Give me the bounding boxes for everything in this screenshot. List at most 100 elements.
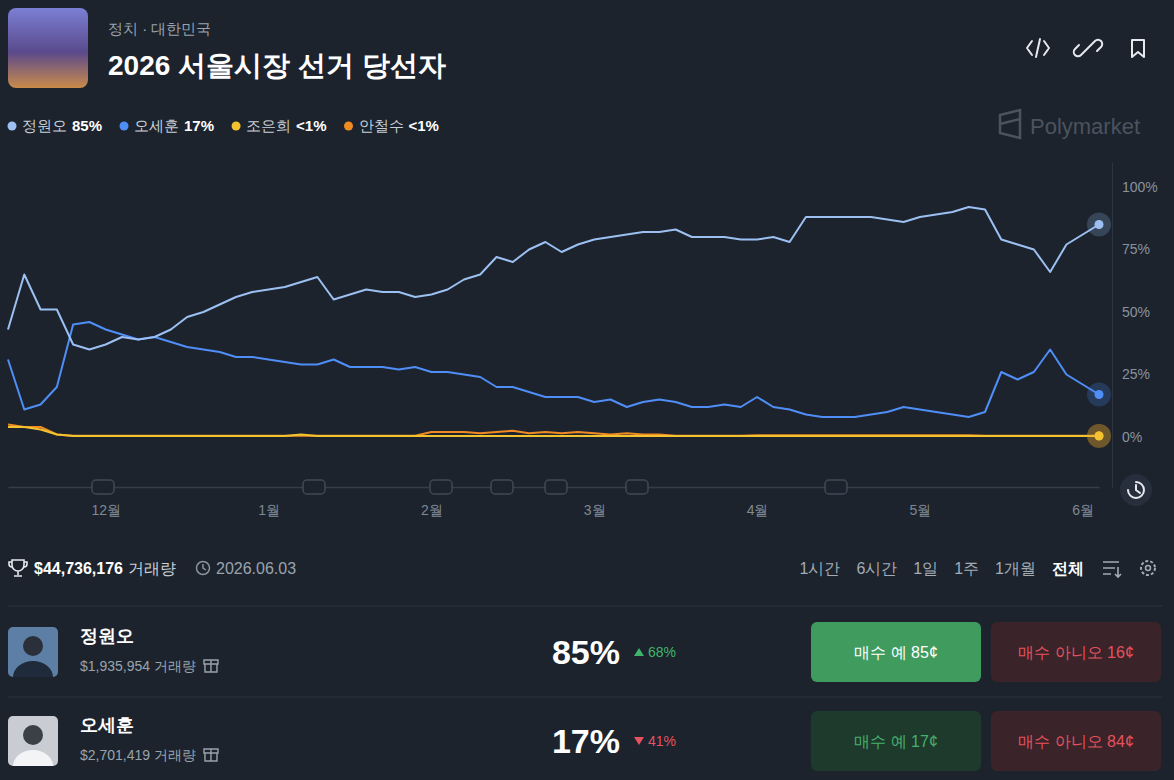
- event-marker[interactable]: [92, 480, 114, 494]
- y-tick-label: 50%: [1122, 304, 1150, 320]
- x-tick-label: 1월: [258, 502, 280, 518]
- buy-yes-label[interactable]: 매수 예 17¢: [854, 733, 938, 750]
- range-option[interactable]: 전체: [1052, 560, 1084, 577]
- volume-word: 거래량: [128, 560, 176, 577]
- breadcrumb: 정치 · 대한민국: [108, 20, 211, 37]
- page: 정치 · 대한민국2026 서울시장 선거 당선자Polymarket정원오85…: [0, 0, 1174, 780]
- x-tick-label: 6월: [1072, 502, 1094, 518]
- end-dot: [1095, 390, 1104, 399]
- bookmark-icon[interactable]: [1132, 40, 1144, 57]
- thumbnail: [8, 8, 88, 88]
- range-option[interactable]: 1주: [954, 560, 979, 577]
- event-marker[interactable]: [626, 480, 648, 494]
- y-tick-label: 100%: [1122, 179, 1158, 195]
- series-line: [8, 207, 1099, 350]
- buy-yes-button[interactable]: [811, 711, 981, 771]
- sort-icon[interactable]: [1103, 562, 1121, 577]
- end-halo: [1087, 383, 1111, 407]
- end-dot: [1095, 432, 1104, 441]
- end-halo: [1087, 424, 1111, 448]
- clock-hands: [203, 564, 206, 570]
- brand: Polymarket: [1030, 114, 1140, 139]
- range-option[interactable]: 6시간: [856, 560, 897, 577]
- outcome-chance: 17%: [552, 722, 620, 760]
- legend-entry: 조은희 <1%: [246, 117, 326, 134]
- outcome-chance: 85%: [552, 633, 620, 671]
- plot-area: [8, 207, 1111, 448]
- history-icon[interactable]: [1128, 482, 1144, 498]
- outcome-change: 68%: [648, 644, 676, 660]
- y-tick: 25%: [1112, 366, 1150, 382]
- end-dot: [1095, 220, 1104, 229]
- event-marker[interactable]: [491, 480, 513, 494]
- outcome-row[interactable]: 정원오$1,935,954 거래량85%68%매수 예 85¢매수 아니오 16…: [8, 622, 1161, 682]
- y-axis: 100% 75% 50% 25% 0%: [1112, 163, 1158, 488]
- event-marker[interactable]: [545, 480, 567, 494]
- series-line: [8, 322, 1099, 417]
- y-axis-line: [1112, 163, 1113, 488]
- volume-amount: $44,736,176: [34, 560, 123, 577]
- avatar: [8, 627, 58, 677]
- legend-value: <1%: [409, 117, 439, 134]
- buy-no-button[interactable]: [991, 711, 1161, 771]
- legend-swatch: [120, 122, 129, 131]
- date: 2026.06.03: [216, 560, 296, 577]
- settings-icon-core[interactable]: [1146, 566, 1151, 571]
- link-icon[interactable]: [1074, 40, 1102, 56]
- embed-icon[interactable]: [1027, 39, 1049, 57]
- avatar-body: [13, 661, 53, 677]
- y-tick: 75%: [1112, 241, 1150, 257]
- buy-no-label[interactable]: 매수 아니오 16¢: [1018, 644, 1134, 661]
- y-tick: 50%: [1112, 304, 1150, 320]
- buy-no-button[interactable]: [991, 622, 1161, 682]
- legend-value: 17%: [184, 117, 214, 134]
- legend-name: 오세훈: [134, 117, 179, 134]
- event-marker[interactable]: [430, 480, 452, 494]
- end-halo: [1087, 424, 1111, 448]
- avatar-head: [23, 636, 43, 656]
- outcome-change: 41%: [648, 733, 676, 749]
- x-tick: 5월: [909, 487, 931, 518]
- range-option[interactable]: 1시간: [799, 560, 840, 577]
- y-tick: 0%: [1112, 429, 1142, 445]
- range-option[interactable]: 1일: [913, 560, 938, 577]
- range-option[interactable]: 1개월: [995, 560, 1036, 577]
- outcome-volume: $2,701,419 거래량: [80, 747, 196, 763]
- legend-name: 안철수: [359, 117, 404, 134]
- gift-icon[interactable]: [204, 749, 218, 761]
- event-marker[interactable]: [825, 480, 847, 494]
- legend-swatch: [344, 122, 353, 131]
- legend-name: 정원오: [22, 117, 67, 134]
- x-tick-label: 12월: [91, 502, 121, 518]
- legend-entry: 정원오85%: [22, 117, 102, 134]
- change-arrow: [634, 737, 644, 745]
- avatar-body: [13, 750, 53, 766]
- legend-entry: 안철수 <1%: [359, 117, 439, 134]
- series-line: [8, 425, 1099, 436]
- y-tick-label: 25%: [1122, 366, 1150, 382]
- gift-icon[interactable]: [204, 660, 218, 672]
- avatar: [8, 716, 58, 766]
- buy-no-label[interactable]: 매수 아니오 84¢: [1018, 733, 1134, 750]
- avatar-head: [23, 725, 43, 745]
- event-marker[interactable]: [303, 480, 325, 494]
- x-tick: 6월: [1072, 487, 1094, 518]
- x-tick: 3월: [584, 487, 606, 518]
- outcome-volume: $1,935,954 거래량: [80, 658, 196, 674]
- clock-icon: [196, 562, 209, 575]
- y-tick-label: 0%: [1122, 429, 1142, 445]
- legend-value: <1%: [296, 117, 326, 134]
- buy-yes-label[interactable]: 매수 예 85¢: [854, 644, 938, 661]
- row-separator: [8, 606, 1162, 607]
- outcome-row[interactable]: 오세훈$2,701,419 거래량17%41%매수 예 17¢매수 아니오 84…: [8, 711, 1161, 771]
- legend-entry: 오세훈 17%: [134, 117, 214, 134]
- row-separator: [8, 697, 1162, 698]
- legend-name: 조은희: [246, 117, 291, 134]
- history-button[interactable]: [1120, 474, 1152, 506]
- settings-icon[interactable]: [1141, 561, 1155, 575]
- legend-swatch: [232, 122, 241, 131]
- legend-swatch: [8, 122, 17, 131]
- x-tick-label: 5월: [909, 502, 931, 518]
- buy-yes-button[interactable]: [811, 622, 981, 682]
- y-tick-label: 75%: [1122, 241, 1150, 257]
